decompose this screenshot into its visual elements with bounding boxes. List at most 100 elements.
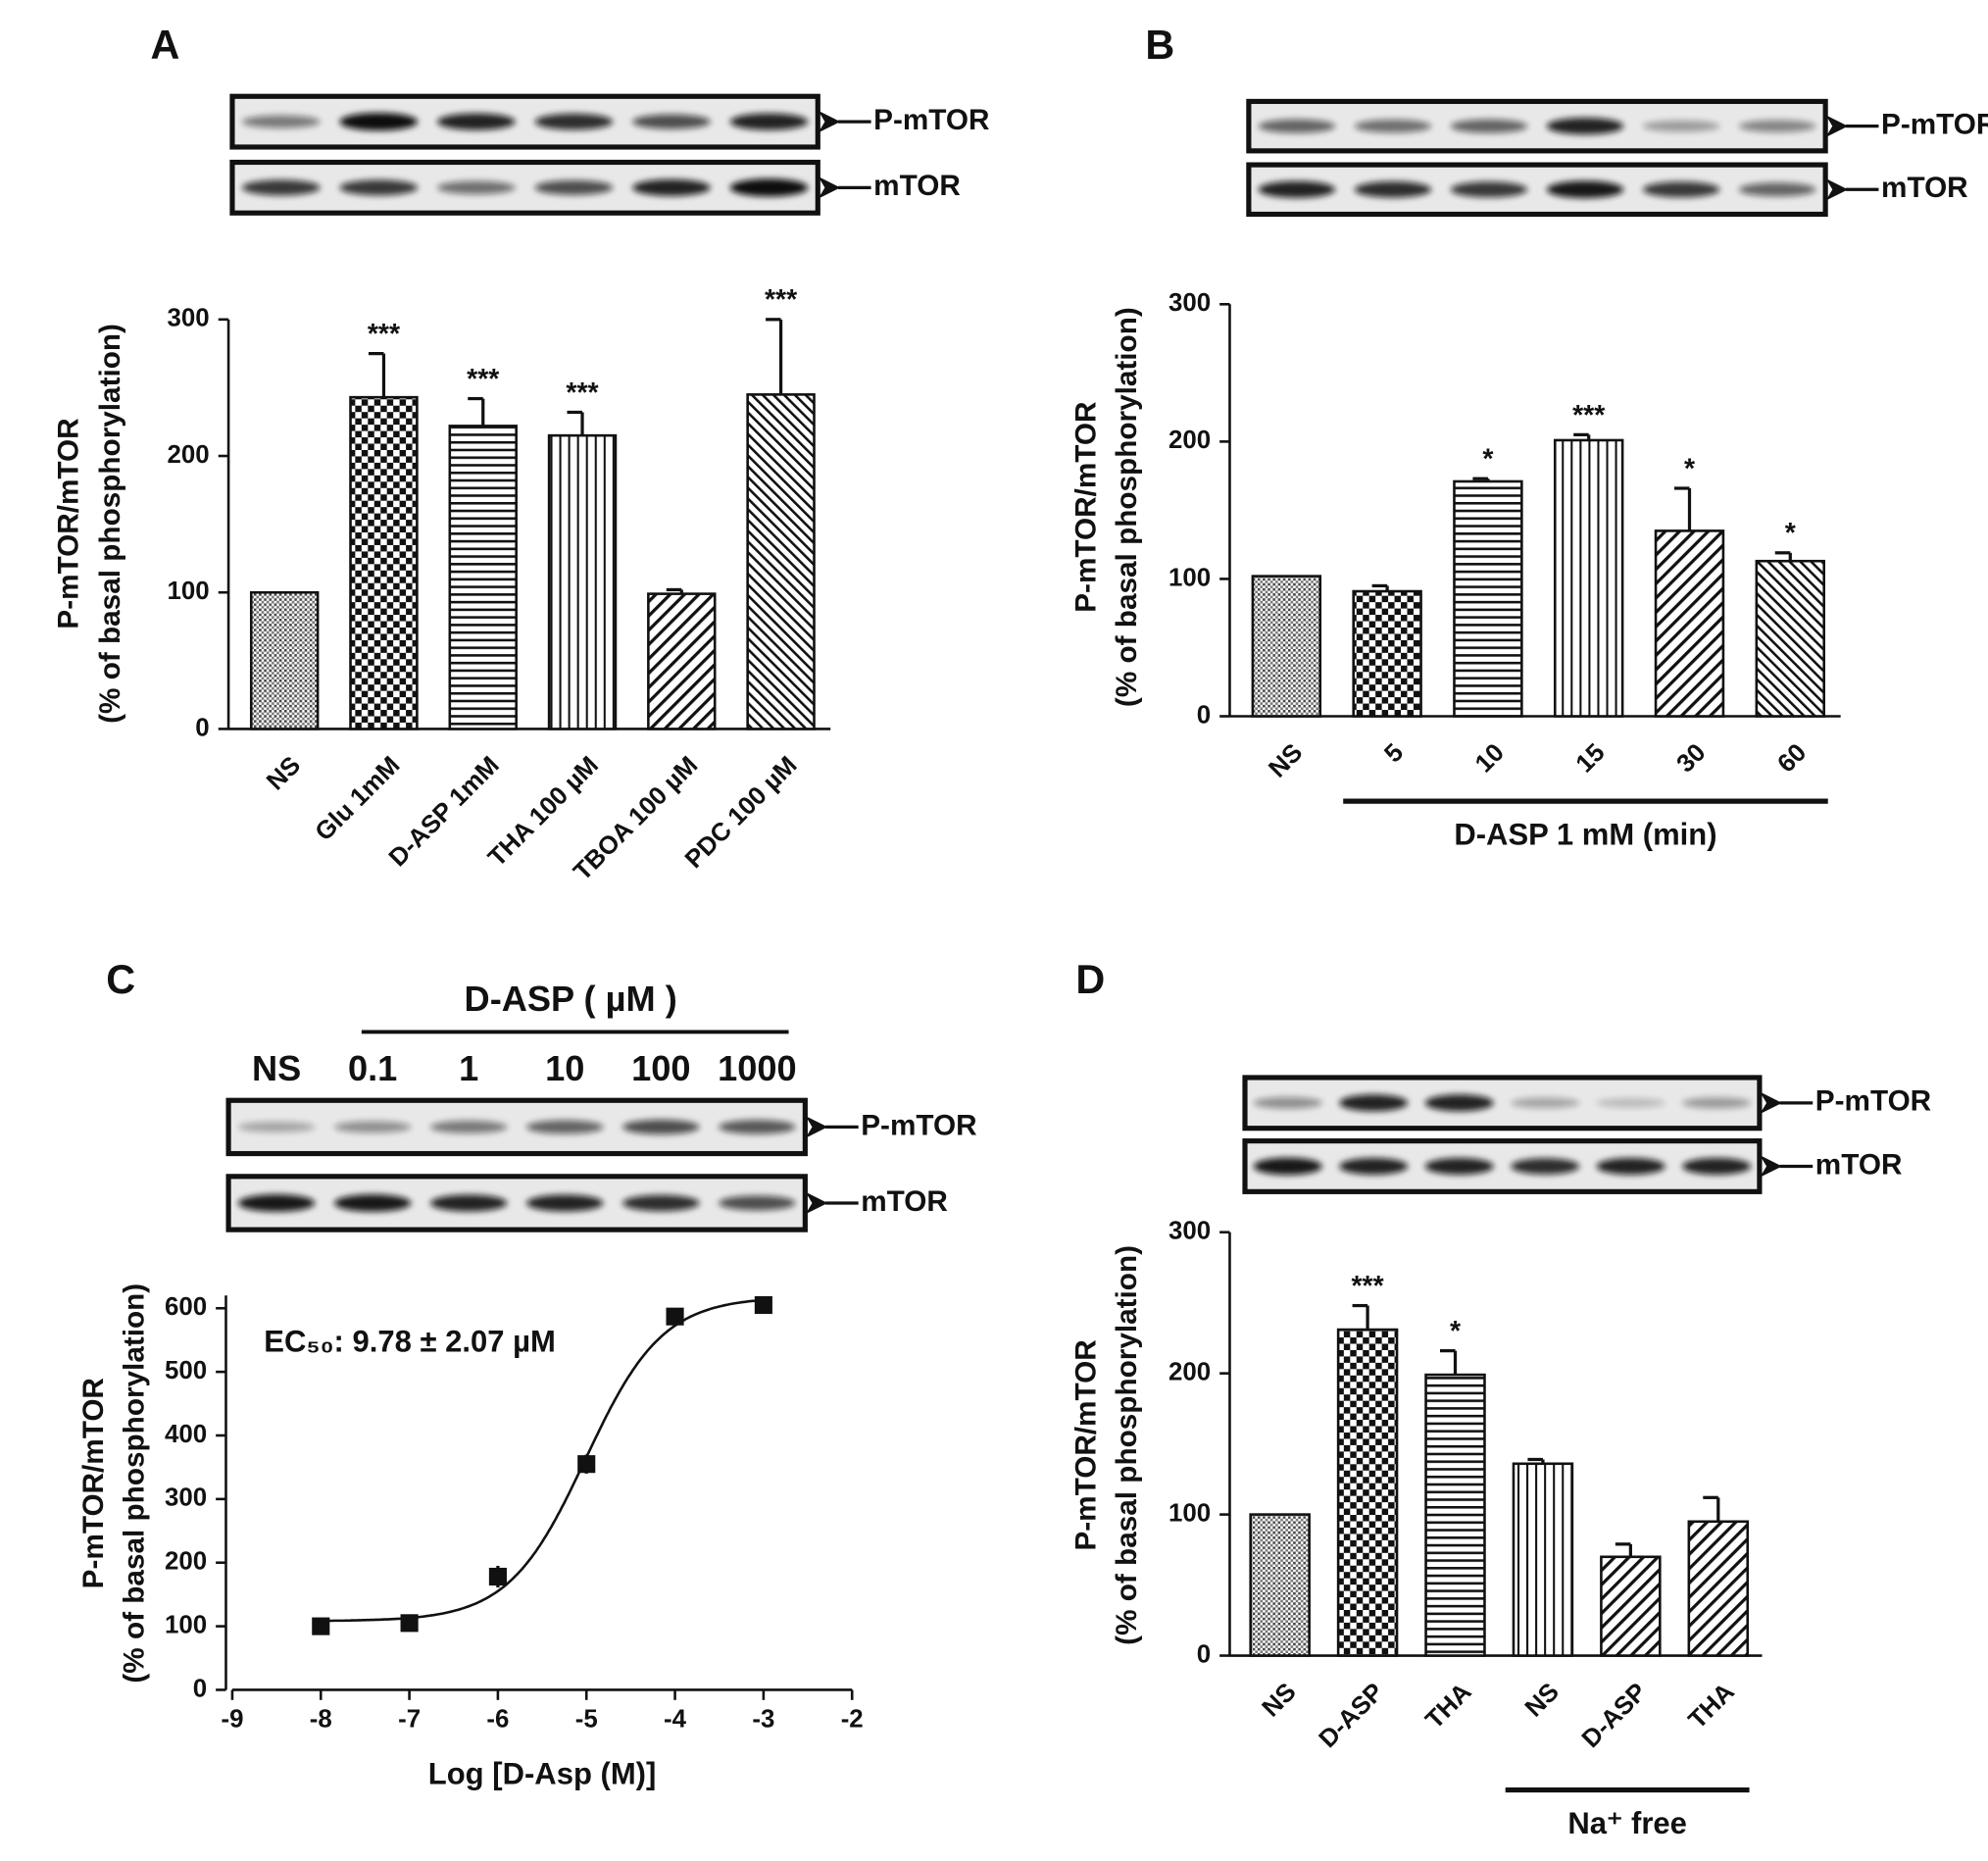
x-tick-label: NS bbox=[262, 751, 306, 795]
blot-band bbox=[1682, 1097, 1752, 1109]
y-tick-label: 0 bbox=[195, 714, 209, 741]
blot-band bbox=[729, 113, 809, 130]
blot-band bbox=[1258, 180, 1336, 198]
blot-band bbox=[437, 113, 516, 130]
blot-band bbox=[1596, 1097, 1665, 1108]
bar bbox=[1553, 438, 1624, 718]
blot-band bbox=[333, 1121, 412, 1133]
significance-label: *** bbox=[467, 364, 500, 395]
blot-band bbox=[622, 1194, 700, 1212]
x-tick-label: -8 bbox=[310, 1705, 332, 1733]
blot-label: P-mTOR bbox=[1881, 109, 1988, 141]
annotation: EC₅₀: 9.78 ± 2.07 µM bbox=[264, 1325, 556, 1359]
blot-band bbox=[237, 1121, 316, 1132]
blot-band bbox=[1450, 119, 1528, 133]
point bbox=[400, 1614, 419, 1633]
bar bbox=[349, 395, 419, 730]
bar bbox=[1249, 1513, 1311, 1657]
y-axis-label: P-mTOR/mTOR bbox=[1070, 1339, 1103, 1550]
x-tick-label: -7 bbox=[398, 1705, 421, 1733]
y-tick-label: 300 bbox=[1168, 289, 1211, 317]
bar bbox=[1600, 1555, 1662, 1657]
panel-letter: B bbox=[1145, 23, 1174, 68]
y-tick-label: 100 bbox=[165, 1611, 207, 1638]
blot-band bbox=[429, 1120, 508, 1133]
bar bbox=[547, 433, 618, 730]
blot-frame bbox=[1246, 98, 1828, 154]
blot-band bbox=[1546, 118, 1624, 135]
blot-frame bbox=[229, 93, 820, 150]
significance-label: * bbox=[1684, 453, 1696, 484]
lane-label: 100 bbox=[631, 1048, 690, 1088]
blot-label: P-mTOR bbox=[861, 1109, 976, 1141]
blot-band bbox=[339, 179, 419, 196]
blot-label: P-mTOR bbox=[873, 104, 989, 136]
significance-label: *** bbox=[368, 319, 401, 350]
x-tick-label: NS bbox=[1520, 1678, 1565, 1722]
y-tick-label: 300 bbox=[165, 1484, 207, 1512]
bar bbox=[746, 393, 816, 730]
blot-band bbox=[1354, 119, 1432, 133]
y-axis-label: P-mTOR/mTOR bbox=[77, 1378, 110, 1588]
bar bbox=[1512, 1462, 1574, 1657]
blot-band bbox=[1682, 1157, 1752, 1176]
blot-band bbox=[526, 1120, 604, 1134]
lane-label: 0.1 bbox=[348, 1048, 397, 1088]
blot-band bbox=[1546, 180, 1624, 199]
blot-band bbox=[1339, 1094, 1409, 1112]
x-tick-label: -3 bbox=[752, 1705, 774, 1733]
blot-band bbox=[333, 1194, 412, 1212]
y-axis-label: (% of basal phosphorylation) bbox=[1111, 1245, 1143, 1645]
x-tick-label: -5 bbox=[575, 1705, 598, 1733]
panel-letter: A bbox=[150, 23, 179, 68]
panel-letter: D bbox=[1075, 957, 1105, 1002]
fit-curve bbox=[321, 1298, 764, 1623]
x-tick-label: THA bbox=[1420, 1678, 1476, 1734]
panel-letter: C bbox=[106, 957, 135, 1002]
x-axis-label: Log [D-Asp (M)] bbox=[428, 1757, 657, 1791]
y-tick-label: 300 bbox=[168, 305, 210, 332]
lane-label: 1 bbox=[459, 1048, 478, 1088]
blot-band bbox=[1339, 1157, 1409, 1176]
blot-band bbox=[437, 180, 516, 195]
y-axis-label: (% of basal phosphorylation) bbox=[1111, 307, 1143, 707]
blot-band bbox=[534, 113, 614, 130]
y-tick-label: 200 bbox=[168, 441, 210, 469]
blot-frame bbox=[1246, 162, 1828, 218]
group-label: Na⁺ free bbox=[1567, 1806, 1687, 1840]
significance-label: *** bbox=[566, 377, 599, 409]
blot-label: mTOR bbox=[861, 1185, 948, 1218]
significance-label: * bbox=[1450, 1316, 1462, 1347]
y-axis-label: (% of basal phosphorylation) bbox=[119, 1283, 151, 1684]
lane-label: 10 bbox=[545, 1048, 584, 1088]
blot-band bbox=[719, 1120, 796, 1134]
group-label: D-ASP 1 mM (min) bbox=[1454, 818, 1716, 852]
bar bbox=[647, 592, 717, 730]
x-tick-label: -4 bbox=[664, 1705, 687, 1733]
blot-band bbox=[1253, 1157, 1322, 1176]
x-tick-label: 5 bbox=[1379, 738, 1409, 768]
blot-band bbox=[534, 179, 614, 195]
blot-band bbox=[1511, 1158, 1580, 1175]
y-axis-label: (% of basal phosphorylation) bbox=[94, 324, 126, 724]
bar bbox=[1654, 529, 1725, 718]
y-tick-label: 0 bbox=[1197, 701, 1211, 729]
point bbox=[754, 1295, 772, 1315]
blot-band bbox=[241, 115, 321, 128]
y-tick-label: 0 bbox=[193, 1675, 207, 1702]
y-tick-label: 200 bbox=[165, 1548, 207, 1576]
blot-band bbox=[1738, 120, 1816, 132]
x-tick-label: 60 bbox=[1772, 738, 1812, 778]
y-tick-label: 200 bbox=[1168, 1358, 1211, 1385]
bar bbox=[1453, 479, 1523, 718]
x-tick-label: D-ASP bbox=[1577, 1678, 1653, 1753]
y-tick-label: 100 bbox=[1168, 1499, 1211, 1527]
x-tick-label: -9 bbox=[221, 1705, 243, 1733]
x-tick-label: -2 bbox=[841, 1705, 864, 1733]
significance-label: *** bbox=[765, 284, 798, 316]
lane-label: 1000 bbox=[718, 1048, 797, 1088]
point bbox=[577, 1455, 596, 1474]
x-tick-label: NS bbox=[1264, 738, 1308, 782]
x-tick-label: NS bbox=[1257, 1678, 1301, 1722]
